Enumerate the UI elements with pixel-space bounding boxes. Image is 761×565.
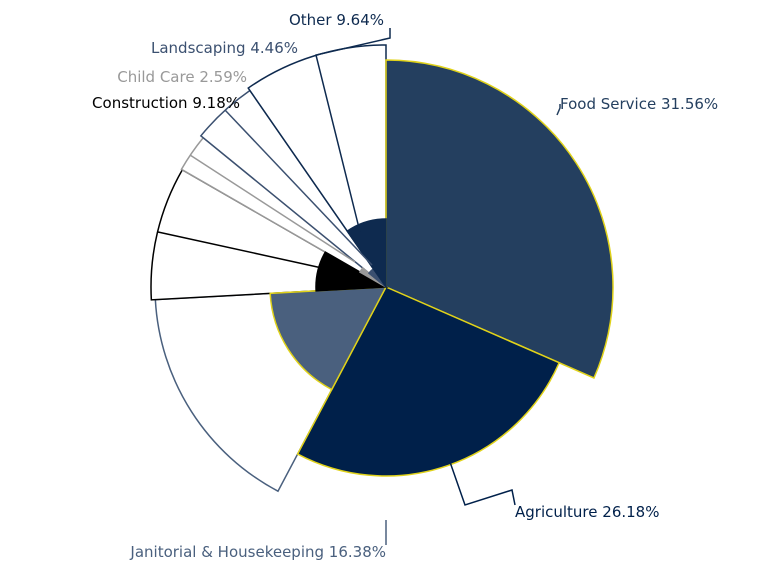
category-name: Other [289, 11, 332, 29]
slice-label: Janitorial & Housekeeping 16.38% [129, 543, 386, 561]
leaders [157, 28, 561, 545]
value-label: 2.59% [199, 68, 247, 86]
value-label: 9.64% [336, 11, 384, 29]
category-name: Janitorial & Housekeeping [129, 543, 324, 561]
slice [315, 251, 389, 292]
category-name: Construction [92, 94, 188, 112]
category-name: Agriculture [515, 503, 598, 521]
category-name: Food Service [560, 95, 656, 113]
value-label: 31.56% [661, 95, 718, 113]
leader-line [556, 104, 561, 116]
leader-line [189, 154, 356, 263]
slice [296, 286, 561, 477]
slice-label: Other 9.64% [289, 11, 384, 29]
value-label: 26.18% [602, 503, 659, 521]
slice-label: Agriculture 26.18% [515, 503, 659, 521]
slice [346, 218, 387, 290]
slice-label: Construction 9.18% [92, 94, 240, 112]
slices [269, 59, 614, 477]
leader-line [315, 28, 391, 233]
value-label: 16.38% [329, 543, 386, 561]
category-name: Child Care [117, 68, 194, 86]
category-name: Landscaping [151, 39, 246, 57]
slice-outline [247, 44, 387, 290]
leader-line [157, 231, 323, 269]
value-label: 4.46% [250, 39, 298, 57]
leader-line [224, 109, 373, 266]
slice-label: Child Care 2.59% [117, 68, 247, 86]
slice-label: Food Service 31.56% [560, 95, 718, 113]
leader-line [449, 461, 516, 506]
slice-label: Landscaping 4.46% [151, 39, 298, 57]
slice [385, 59, 614, 379]
value-label: 9.18% [192, 94, 240, 112]
slice [269, 286, 388, 391]
